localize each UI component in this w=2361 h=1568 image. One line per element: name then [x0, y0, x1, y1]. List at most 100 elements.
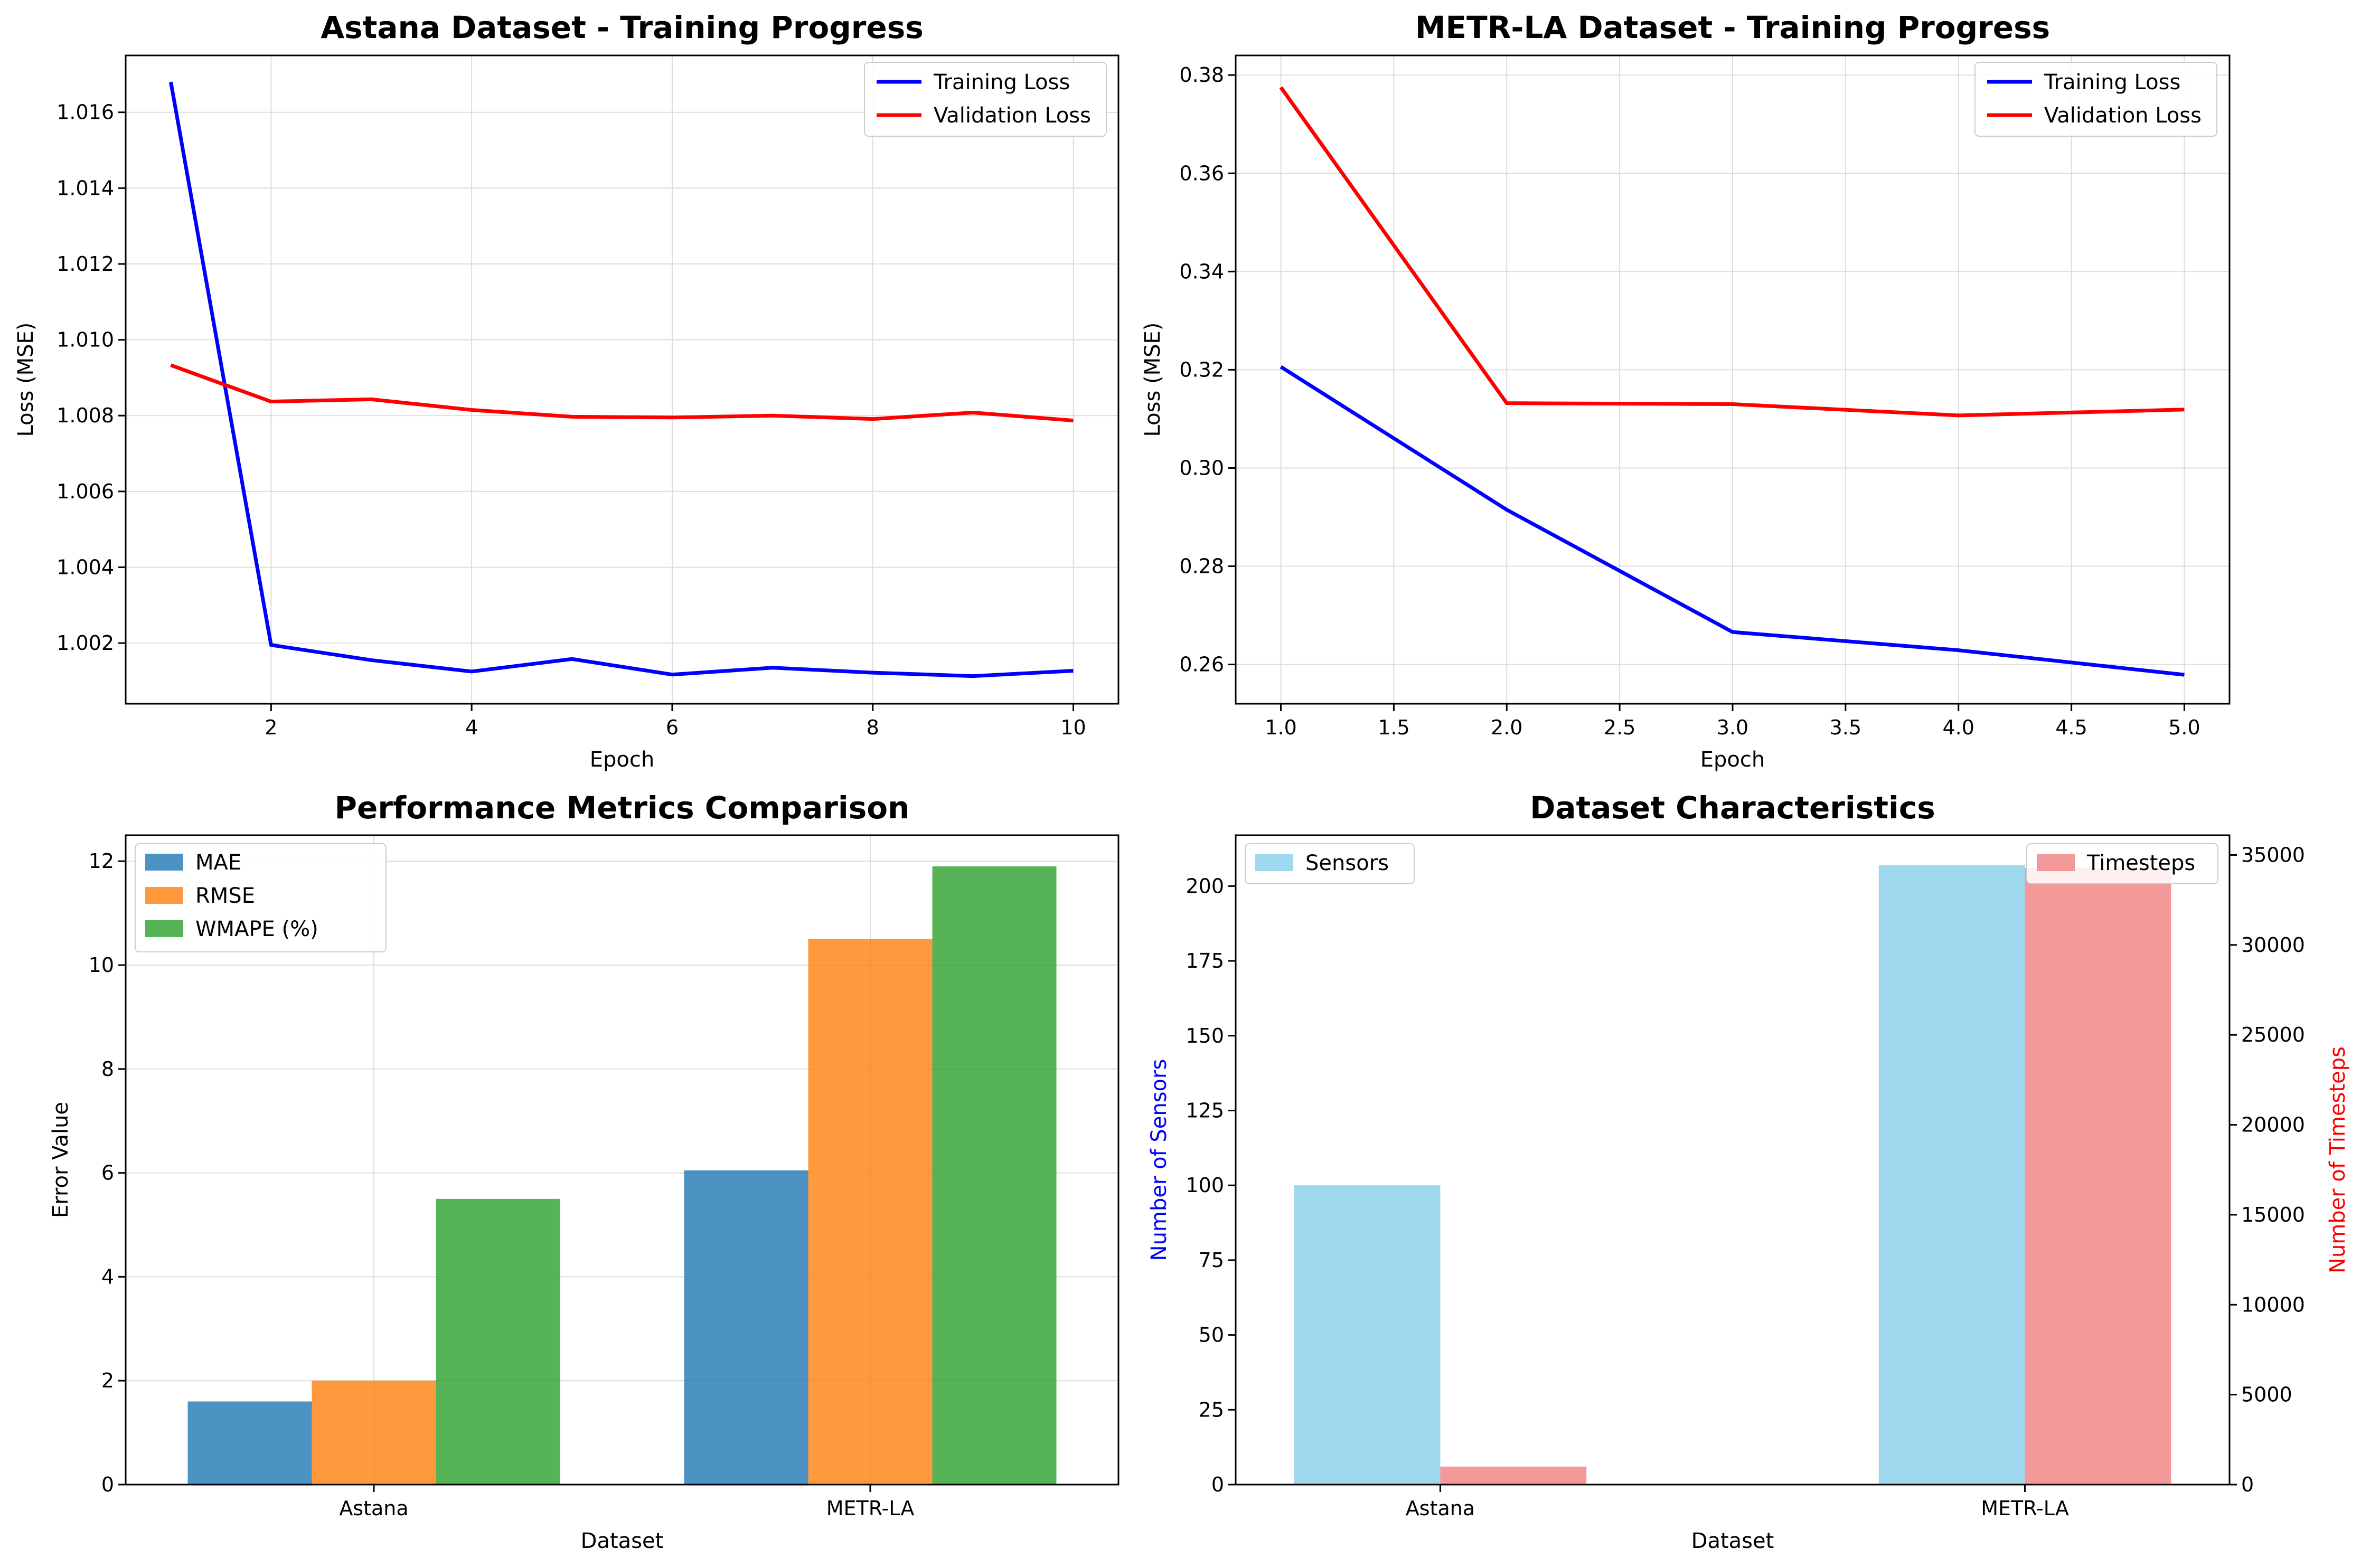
astana-legend-validation: Validation Loss: [934, 103, 1091, 128]
metrla-y-axis-label: Loss (MSE): [1141, 323, 1165, 437]
metrics-legend-wmape-swatch: [145, 920, 183, 937]
astana-x-axis-label: Epoch: [590, 748, 654, 772]
sensors-legend-swatch: [1255, 854, 1293, 871]
characteristics-left-y-ticks: 0 25 50 75 100 125 150 175 200: [1186, 874, 1236, 1496]
characteristics-x-ticks: Astana METR-LA: [1406, 1485, 2069, 1520]
metrla-chart-title: METR-LA Dataset - Training Progress: [1415, 10, 2050, 45]
metrla-validation-loss-line: [1279, 86, 2185, 418]
astana-xtick-label: 8: [867, 716, 879, 739]
astana-legend-training: Training Loss: [933, 70, 1070, 95]
metrla-ytick-label: 0.26: [1179, 653, 1224, 676]
characteristics-legend-left: Sensors: [1245, 843, 1415, 884]
timesteps-legend-swatch: [2037, 854, 2075, 871]
metrla-ytick-label: 0.32: [1179, 358, 1224, 381]
metrla-ytick-label: 0.36: [1179, 162, 1224, 185]
astana-plot-frame: [125, 54, 1120, 705]
astana-series: [169, 81, 1074, 678]
astana-ytick-label: 1.012: [57, 252, 114, 276]
sensors-legend-box: [1245, 843, 1415, 884]
characteristics-right-y-ticks: 0 5000 10000 15000 20000 25000 30000 35000: [2230, 843, 2305, 1496]
characteristics-chart-title: Dataset Characteristics: [1530, 790, 1935, 826]
metrla-ytick-label: 0.34: [1179, 260, 1224, 283]
astana-training-chart: Astana Dataset - Training Progress 2 4 6 8 1…: [14, 10, 1120, 772]
bar-wmape-astana: [436, 1198, 560, 1485]
characteristics-right-y-axis-label: Number of Timesteps: [2326, 1046, 2350, 1273]
metrla-y-ticks: 0.26 0.28 0.30 0.32 0.34 0.36 0.38: [1179, 63, 1236, 676]
metrics-legend-mae: MAE: [195, 851, 241, 875]
astana-xtick-label: 10: [1060, 716, 1086, 739]
characteristics-left-y-axis-label: Number of Sensors: [1147, 1059, 1171, 1261]
characteristics-right-ytick-label: 30000: [2241, 933, 2305, 957]
astana-y-axis-label: Loss (MSE): [14, 323, 38, 437]
characteristics-left-ytick-label: 150: [1186, 1024, 1224, 1047]
metrics-legend-wmape: WMAPE (%): [195, 917, 318, 941]
characteristics-left-ytick-label: 100: [1186, 1174, 1224, 1197]
timesteps-legend-label: Timesteps: [2086, 851, 2195, 875]
characteristics-left-ytick-label: 200: [1186, 874, 1224, 898]
characteristics-bars: [1294, 865, 2171, 1485]
characteristics-right-ytick-label: 0: [2241, 1473, 2254, 1496]
astana-ytick-label: 1.010: [57, 328, 114, 352]
metrics-x-axis-label: Dataset: [581, 1529, 664, 1553]
bar-timesteps-astana: [1440, 1466, 1587, 1485]
metrics-ytick-label: 4: [101, 1265, 114, 1288]
characteristics-left-ytick-label: 75: [1199, 1249, 1224, 1272]
metrla-x-axis-label: Epoch: [1700, 748, 1765, 772]
characteristics-left-ytick-label: 175: [1186, 949, 1224, 972]
metrla-xtick-label: 5.0: [2168, 716, 2200, 739]
characteristics-left-ytick-label: 125: [1186, 1099, 1224, 1122]
metrics-ytick-label: 2: [101, 1369, 114, 1392]
metrla-xtick-label: 4.0: [1943, 716, 1974, 739]
metrla-x-ticks: 1.0 1.5 2.0 2.5 3.0 3.5 4.0 4.5 5.0: [1265, 704, 2200, 739]
characteristics-plot-frame: [1235, 834, 2231, 1486]
characteristics-left-ytick-label: 25: [1199, 1398, 1224, 1421]
metrics-legend: MAE RMSE WMAPE (%): [135, 843, 387, 952]
astana-y-ticks: 1.002 1.004 1.006 1.008 1.010 1.012 1.014 1.016: [57, 101, 126, 655]
metrics-legend-box: [135, 843, 387, 952]
metrics-ytick-label: 10: [89, 953, 114, 977]
astana-ytick-label: 1.016: [57, 101, 114, 124]
timesteps-legend-box: [2026, 843, 2218, 884]
metrics-ytick-label: 12: [89, 849, 114, 873]
metrics-chart-title: Performance Metrics Comparison: [335, 790, 910, 826]
astana-ytick-label: 1.004: [57, 555, 114, 579]
astana-ytick-label: 1.002: [57, 631, 114, 655]
bar-mae-metr-la: [684, 1170, 808, 1485]
metrla-xtick-label: 3.0: [1717, 716, 1748, 739]
metrics-y-ticks: 0 2 4 6 8 10 12: [89, 849, 126, 1496]
astana-validation-loss-line: [170, 363, 1074, 423]
characteristics-right-ytick-label: 15000: [2241, 1203, 2305, 1226]
metrla-training-loss-line: [1280, 365, 2185, 677]
metrla-ytick-label: 0.30: [1179, 456, 1224, 479]
bar-timesteps-metr-la: [2025, 868, 2171, 1485]
metrla-training-chart: METR-LA Dataset - Training Progress 1.0 1…: [1141, 10, 2231, 772]
bar-sensors-metr-la: [1878, 865, 2025, 1485]
bar-sensors-astana: [1294, 1185, 1441, 1485]
astana-x-ticks: 2 4 6 8 10: [265, 704, 1086, 739]
astana-legend-box: [864, 62, 1107, 137]
metrics-legend-rmse-swatch: [145, 887, 183, 904]
bar-rmse-astana: [312, 1381, 436, 1485]
metrics-ytick-label: 0: [101, 1473, 114, 1496]
astana-xtick-label: 6: [666, 716, 679, 739]
astana-xtick-label: 2: [265, 716, 277, 739]
metrics-bars: [187, 866, 1057, 1485]
metrla-legend-box: [1974, 62, 2217, 137]
characteristics-right-ytick-label: 25000: [2241, 1023, 2305, 1046]
metrla-series: [1279, 86, 2185, 677]
characteristics-xtick-label: METR-LA: [1981, 1497, 2069, 1520]
metrla-grid: [1236, 55, 2230, 704]
metrla-xtick-label: 4.5: [2055, 716, 2087, 739]
metrla-xtick-label: 1.5: [1378, 716, 1409, 739]
characteristics-legend-right: Timesteps: [2026, 843, 2218, 884]
astana-ytick-label: 1.014: [57, 176, 114, 200]
characteristics-right-ytick-label: 20000: [2241, 1113, 2305, 1137]
metrics-xtick-label: Astana: [339, 1497, 408, 1520]
metrics-plot-frame: [125, 834, 1120, 1486]
metrla-legend-training: Training Loss: [2044, 70, 2180, 95]
performance-metrics-chart: Performance Metrics Comparison Astana MET…: [49, 790, 1120, 1553]
characteristics-right-ytick-label: 5000: [2241, 1383, 2292, 1406]
metrics-ytick-label: 6: [101, 1161, 114, 1185]
metrla-ytick-label: 0.28: [1179, 555, 1224, 578]
